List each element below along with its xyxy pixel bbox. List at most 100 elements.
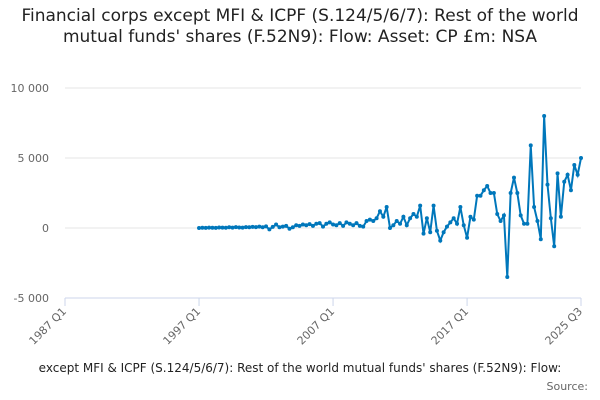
point (317, 221, 322, 226)
point (418, 203, 423, 208)
chart-title: Financial corps except MFI & ICPF (S.124… (21, 6, 579, 47)
point (408, 216, 413, 221)
source: Source: (547, 380, 589, 393)
x-tick-label: 2017 Q1 (429, 305, 472, 348)
point (284, 223, 289, 228)
point (361, 224, 366, 229)
point (230, 225, 235, 230)
point (575, 172, 580, 177)
point (532, 205, 537, 209)
point (465, 235, 470, 240)
point (428, 230, 433, 235)
point (337, 221, 342, 226)
point (511, 175, 516, 180)
x-tick-label: 1997 Q1 (161, 305, 204, 348)
point (495, 212, 500, 216)
point (431, 203, 436, 208)
point (344, 220, 349, 225)
point (257, 224, 262, 229)
point (220, 225, 225, 230)
point (391, 223, 396, 228)
point (381, 214, 386, 219)
point (274, 222, 279, 227)
point (264, 224, 269, 229)
point (398, 221, 403, 226)
point (572, 163, 577, 167)
caption: except MFI & ICPF (S.124/5/6/7): Rest of… (39, 361, 562, 375)
point (468, 214, 473, 219)
point (455, 221, 460, 226)
point (307, 222, 312, 227)
point (488, 191, 493, 195)
point (341, 223, 346, 228)
y-tick-label: 5 000 (18, 152, 50, 165)
point (331, 222, 336, 227)
point (207, 225, 212, 230)
point (508, 191, 513, 195)
point (552, 244, 557, 249)
point (197, 226, 202, 230)
point (475, 193, 480, 198)
point (444, 224, 449, 229)
point (351, 223, 356, 228)
point (210, 225, 215, 230)
point (501, 213, 506, 218)
point (327, 220, 332, 225)
point (555, 171, 560, 176)
point (579, 156, 583, 160)
point (347, 221, 352, 226)
point (394, 219, 399, 223)
x-tick-label: 2007 Q1 (295, 305, 338, 348)
point (367, 217, 372, 222)
point (434, 228, 439, 233)
point (364, 219, 369, 223)
point (485, 184, 490, 188)
x-tick-label: 1987 Q1 (27, 305, 70, 348)
point (498, 219, 503, 223)
point (528, 143, 533, 148)
point (384, 205, 389, 209)
point (441, 230, 446, 235)
point (213, 225, 218, 230)
point (250, 224, 255, 229)
point (518, 213, 523, 218)
y-tick-label: 0 (42, 222, 49, 235)
point (233, 225, 238, 230)
point (451, 216, 456, 221)
point (562, 179, 567, 184)
point (243, 225, 248, 230)
point (297, 223, 302, 228)
point (321, 224, 325, 229)
point (357, 223, 362, 228)
point (505, 275, 510, 279)
point (388, 226, 393, 230)
point (253, 225, 258, 230)
point (354, 221, 359, 226)
point (324, 221, 329, 226)
point (448, 220, 453, 225)
point (481, 188, 486, 193)
point (287, 226, 292, 231)
point (227, 225, 232, 230)
point (522, 221, 527, 226)
point (310, 223, 315, 228)
point (270, 224, 275, 229)
point (568, 188, 573, 193)
point (491, 191, 496, 195)
point (377, 209, 382, 214)
y-tick-label: 10 000 (11, 82, 50, 95)
point (401, 214, 406, 219)
point (203, 225, 208, 230)
point (414, 214, 419, 219)
point (260, 225, 265, 230)
point (545, 182, 550, 187)
point (240, 225, 245, 230)
point (424, 216, 429, 221)
point (538, 237, 543, 242)
point (411, 212, 416, 216)
point (404, 223, 409, 228)
point (200, 225, 205, 230)
point (438, 238, 443, 243)
